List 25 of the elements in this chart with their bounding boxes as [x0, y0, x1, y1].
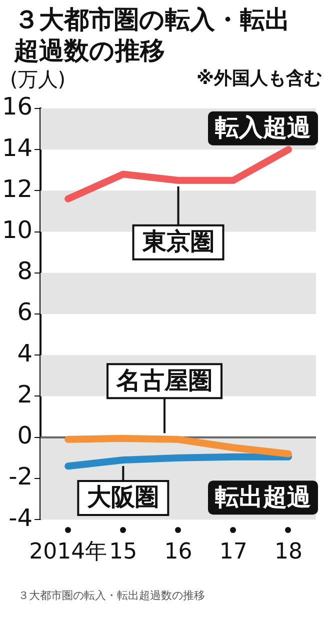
- y-tick-label: 6: [17, 298, 33, 326]
- y-axis-title: (万人): [10, 66, 66, 92]
- y-tick-label: 12: [2, 174, 33, 203]
- y-tick-label: 0: [17, 422, 33, 450]
- y-tick-label: 10: [2, 216, 33, 244]
- x-tick-label: 2014年: [29, 540, 108, 565]
- x-tick-label: 16: [164, 540, 192, 565]
- x-tick-label: 17: [219, 540, 248, 565]
- y-tick-label: -2: [8, 462, 33, 491]
- x-tick-label: 15: [109, 540, 138, 565]
- y-tick-label: 2: [17, 380, 33, 408]
- x-tick-label: 18: [274, 540, 302, 565]
- series-label: 大阪圏: [87, 483, 160, 512]
- y-tick-label: 16: [2, 92, 33, 121]
- y-tick-label: -4: [8, 504, 33, 532]
- y-tick-label: 8: [17, 257, 33, 286]
- text: ３大都市圏の転入・転出超過数の推移: [17, 588, 206, 603]
- annotation: 転出超過: [215, 482, 311, 511]
- chart-title: ３大都市圏の転入・転出超過数の推移: [12, 4, 291, 66]
- y-tick-label: 14: [2, 134, 33, 162]
- text: ※外国人も含む: [196, 67, 322, 91]
- series-label: 名古屋圏: [115, 366, 212, 394]
- series-label: 東京圏: [141, 228, 214, 256]
- y-tick-label: 4: [17, 339, 33, 368]
- annotation: 転入超過: [215, 114, 311, 142]
